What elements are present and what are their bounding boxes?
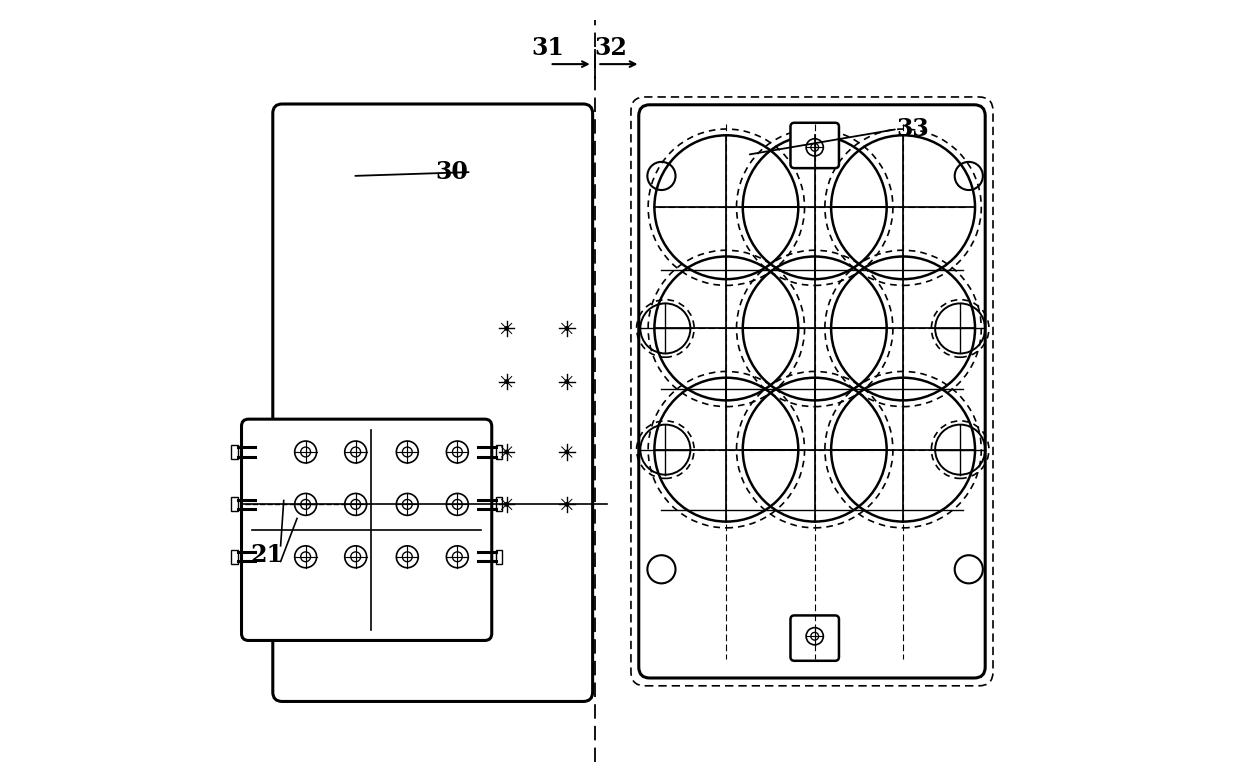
FancyBboxPatch shape — [790, 123, 839, 168]
FancyBboxPatch shape — [790, 615, 839, 661]
Text: 31: 31 — [532, 37, 564, 60]
FancyBboxPatch shape — [639, 105, 986, 678]
Bar — [496, 497, 502, 511]
FancyBboxPatch shape — [273, 104, 593, 701]
Text: 32: 32 — [594, 37, 627, 60]
Bar — [232, 445, 238, 459]
Circle shape — [505, 327, 508, 330]
Circle shape — [565, 380, 569, 383]
Bar — [496, 550, 502, 564]
Circle shape — [505, 503, 508, 506]
Circle shape — [505, 450, 508, 454]
Bar — [496, 445, 502, 459]
Circle shape — [565, 327, 569, 330]
Text: 33: 33 — [897, 117, 930, 141]
Text: 21: 21 — [250, 543, 283, 567]
FancyBboxPatch shape — [242, 419, 492, 640]
Text: 30: 30 — [435, 160, 469, 184]
Circle shape — [565, 503, 569, 506]
Circle shape — [505, 380, 508, 383]
Bar — [232, 550, 238, 564]
Circle shape — [565, 450, 569, 454]
Bar — [232, 497, 238, 511]
